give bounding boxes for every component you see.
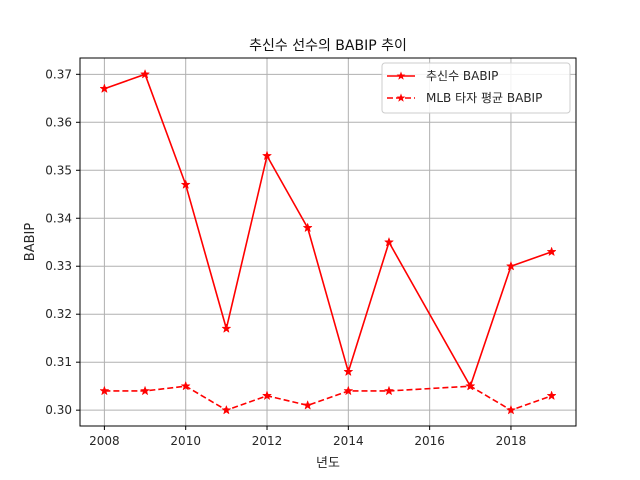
legend-item: MLB 타자 평균 BABIP [387,91,542,105]
series-line [104,385,552,411]
legend-marker [396,93,406,102]
data-point [139,68,151,79]
data-point [221,404,232,415]
y-tick-label: 0.36 [45,115,72,129]
data-point [221,323,232,333]
y-axis-title: BABIP [23,223,38,262]
data-point [505,404,517,415]
legend-box [381,62,571,114]
data-point [180,380,191,391]
data-point [505,260,517,271]
legend-label: MLB 타자 평균 BABIP [426,91,542,105]
data-point [546,390,557,401]
data-point [302,222,313,233]
data-point [383,385,395,396]
data-point [139,385,151,396]
data-point [302,400,313,410]
x-tick-label: 2008 [89,434,120,448]
x-tick-label: 2016 [414,434,445,448]
y-tick-label: 0.34 [45,211,72,225]
x-tick-label: 2012 [252,434,283,448]
legend-marker [396,71,406,80]
data-point [261,150,273,161]
series-2 [99,380,557,415]
data-series [99,68,557,415]
x-axis-title: 년도 [316,456,340,471]
series-1 [99,68,557,391]
y-tick-label: 0.33 [45,259,72,273]
series-line [104,73,552,387]
data-point [465,380,476,391]
legend-item: 추신수 BABIP [387,69,498,83]
y-tick-label: 0.30 [45,403,72,417]
data-point [99,385,110,396]
y-tick-label: 0.35 [45,163,72,177]
y-tick-label: 0.37 [45,67,72,81]
x-tick-label: 2010 [170,434,201,448]
chart-title: 추신수 선수의 BABIP 추이 [249,38,407,54]
x-tick-label: 2018 [496,434,527,448]
legend: 추신수 BABIP MLB 타자 평균 BABIP [381,62,571,114]
data-point [343,366,354,377]
data-point [180,179,191,189]
data-point [261,390,273,401]
data-point [546,246,557,257]
y-tick-label: 0.31 [45,355,72,369]
plot-frame [79,57,577,427]
axis-ticks: 2008 2010 2012 2014 2016 2018 0.30 0.31 0.32 0.33… [45,67,526,448]
data-point [99,83,110,94]
legend-label: 추신수 BABIP [426,69,498,83]
data-point [343,385,354,396]
data-point [383,236,395,247]
y-tick-label: 0.32 [45,307,72,321]
x-tick-label: 2014 [333,434,364,448]
